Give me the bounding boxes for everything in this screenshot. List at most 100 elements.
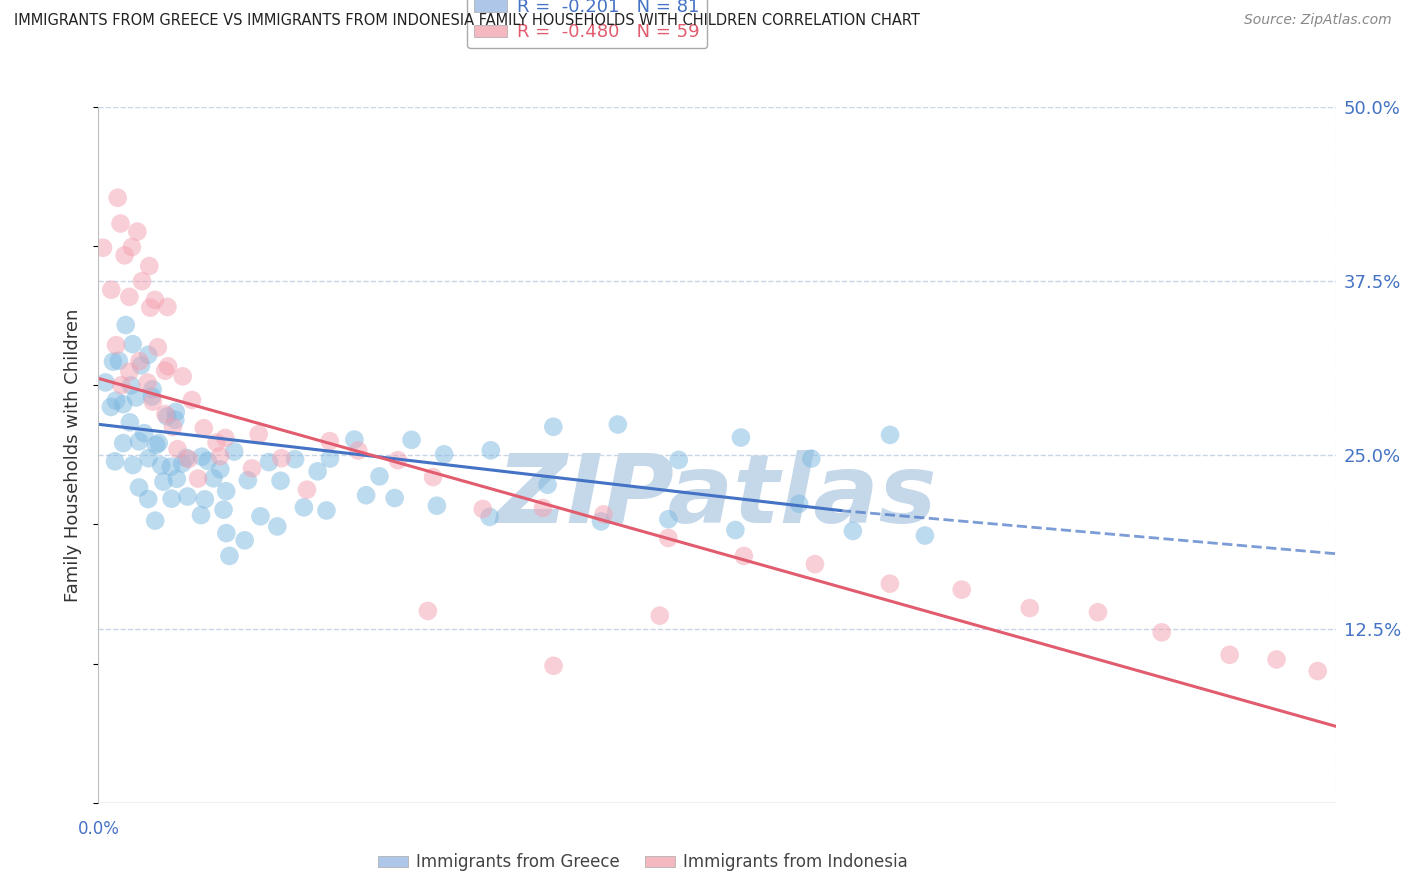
Point	[236, 473, 259, 487]
Point	[128, 354, 150, 368]
Point	[787, 497, 810, 511]
Point	[842, 524, 865, 538]
Point	[202, 471, 225, 485]
Point	[724, 523, 747, 537]
Point	[733, 549, 755, 563]
Point	[105, 338, 128, 352]
Point	[160, 491, 183, 506]
Point	[104, 454, 127, 468]
Point	[177, 452, 200, 467]
Point	[668, 453, 690, 467]
Point	[471, 502, 494, 516]
Point	[128, 434, 150, 449]
Point	[233, 533, 256, 548]
Point	[531, 500, 554, 515]
Point	[143, 293, 166, 307]
Text: 0.0%: 0.0%	[77, 821, 120, 838]
Point	[157, 359, 180, 374]
Point	[159, 459, 181, 474]
Point	[187, 472, 209, 486]
Point	[194, 492, 217, 507]
Point	[128, 480, 150, 494]
Point	[143, 514, 166, 528]
Point	[319, 451, 342, 466]
Point	[879, 428, 901, 442]
Point	[131, 274, 153, 288]
Point	[172, 369, 194, 384]
Point	[174, 450, 197, 465]
Point	[101, 354, 124, 368]
Point	[347, 443, 370, 458]
Point	[295, 483, 318, 497]
Point	[136, 348, 159, 362]
Point	[121, 337, 143, 351]
Point	[247, 427, 270, 442]
Point	[129, 359, 152, 373]
Point	[606, 417, 628, 432]
Point	[1341, 689, 1364, 703]
Point	[150, 458, 173, 473]
Point	[118, 290, 141, 304]
Point	[107, 191, 129, 205]
Point	[950, 582, 973, 597]
Point	[212, 502, 235, 516]
Point	[319, 434, 342, 449]
Point	[292, 500, 315, 515]
Point	[191, 450, 214, 464]
Point	[416, 604, 439, 618]
Text: ZIPatlas: ZIPatlas	[496, 450, 938, 543]
Point	[384, 491, 406, 505]
Point	[156, 409, 179, 424]
Point	[1150, 625, 1173, 640]
Point	[100, 400, 122, 414]
Point	[224, 444, 246, 458]
Point	[108, 353, 131, 368]
Point	[138, 259, 160, 273]
Point	[176, 490, 198, 504]
Point	[315, 503, 337, 517]
Point	[127, 225, 149, 239]
Point	[592, 508, 614, 522]
Point	[193, 421, 215, 435]
Point	[800, 451, 823, 466]
Point	[138, 451, 160, 466]
Point	[197, 454, 219, 468]
Text: IMMIGRANTS FROM GREECE VS IMMIGRANTS FROM INDONESIA FAMILY HOUSEHOLDS WITH CHILD: IMMIGRANTS FROM GREECE VS IMMIGRANTS FRO…	[14, 13, 920, 29]
Point	[1018, 601, 1040, 615]
Point	[94, 376, 117, 390]
Point	[91, 241, 114, 255]
Point	[139, 301, 162, 315]
Point	[166, 472, 188, 486]
Point	[114, 248, 136, 262]
Point	[270, 451, 292, 466]
Point	[343, 433, 366, 447]
Point	[730, 431, 752, 445]
Point	[162, 420, 184, 434]
Point	[257, 455, 280, 469]
Point	[543, 419, 565, 434]
Point	[120, 378, 142, 392]
Point	[136, 376, 159, 390]
Point	[307, 464, 329, 478]
Point	[152, 475, 174, 489]
Point	[165, 405, 187, 419]
Legend: Immigrants from Greece, Immigrants from Indonesia: Immigrants from Greece, Immigrants from …	[371, 847, 914, 878]
Point	[142, 394, 165, 409]
Point	[543, 658, 565, 673]
Point	[354, 488, 377, 502]
Point	[121, 240, 143, 254]
Point	[657, 531, 679, 545]
Text: Source: ZipAtlas.com: Source: ZipAtlas.com	[1244, 13, 1392, 28]
Point	[118, 416, 141, 430]
Point	[266, 519, 288, 533]
Point	[145, 438, 167, 452]
Point	[422, 470, 444, 484]
Point	[153, 364, 176, 378]
Point	[114, 318, 136, 332]
Point	[478, 509, 501, 524]
Point	[1265, 652, 1288, 666]
Point	[804, 557, 827, 571]
Point	[1087, 605, 1109, 619]
Point	[657, 512, 679, 526]
Point	[136, 491, 159, 506]
